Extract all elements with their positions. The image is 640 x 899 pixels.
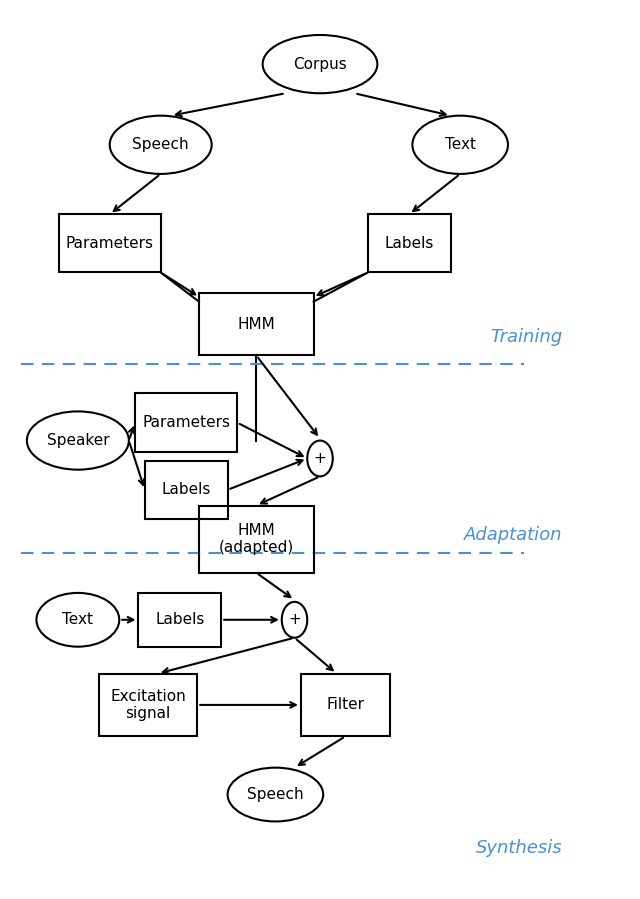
Text: Adaptation: Adaptation xyxy=(463,526,562,544)
Text: Training: Training xyxy=(490,328,562,346)
Text: +: + xyxy=(314,451,326,466)
Text: +: + xyxy=(288,612,301,628)
Text: Labels: Labels xyxy=(385,236,434,251)
Text: Parameters: Parameters xyxy=(66,236,154,251)
Text: Text: Text xyxy=(445,138,476,152)
Text: HMM
(adapted): HMM (adapted) xyxy=(219,523,294,556)
Text: Filter: Filter xyxy=(326,698,365,712)
Text: Synthesis: Synthesis xyxy=(476,840,562,858)
Text: Speech: Speech xyxy=(247,787,304,802)
Text: HMM: HMM xyxy=(237,316,275,332)
Text: Speaker: Speaker xyxy=(47,433,109,448)
Text: Excitation
signal: Excitation signal xyxy=(110,689,186,721)
Text: Labels: Labels xyxy=(161,483,211,497)
Text: Text: Text xyxy=(62,612,93,628)
Text: Parameters: Parameters xyxy=(142,415,230,430)
Text: Labels: Labels xyxy=(155,612,205,628)
Text: Corpus: Corpus xyxy=(293,57,347,72)
Text: Speech: Speech xyxy=(132,138,189,152)
